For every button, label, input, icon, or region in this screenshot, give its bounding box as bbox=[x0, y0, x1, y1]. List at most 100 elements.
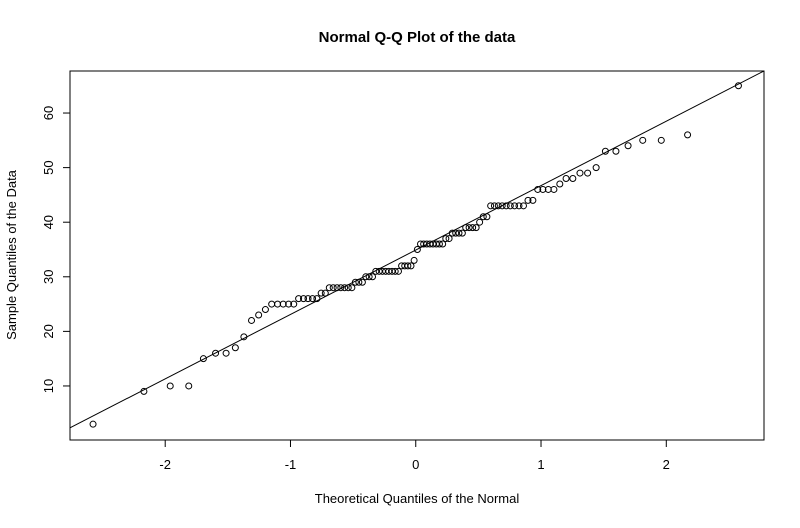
y-tick-label: 20 bbox=[41, 324, 56, 338]
x-tick-label: -1 bbox=[285, 457, 297, 472]
point bbox=[185, 382, 193, 390]
point bbox=[369, 273, 377, 281]
point bbox=[576, 169, 584, 177]
reference-line bbox=[70, 71, 764, 429]
x-tick-label: 1 bbox=[537, 457, 544, 472]
point bbox=[290, 300, 298, 308]
point bbox=[333, 284, 341, 292]
point bbox=[442, 235, 450, 243]
point bbox=[556, 180, 564, 188]
point bbox=[519, 202, 527, 210]
point bbox=[309, 295, 317, 303]
point bbox=[511, 202, 519, 210]
point bbox=[212, 349, 220, 357]
point bbox=[199, 355, 207, 363]
point bbox=[372, 267, 380, 275]
point bbox=[448, 229, 456, 237]
point bbox=[472, 224, 480, 232]
point bbox=[502, 202, 510, 210]
point bbox=[584, 169, 592, 177]
point bbox=[639, 136, 647, 144]
point bbox=[255, 311, 263, 319]
point bbox=[569, 175, 577, 183]
point bbox=[452, 229, 460, 237]
x-axis-label: Theoretical Quantiles of the Normal bbox=[315, 491, 520, 506]
point bbox=[325, 284, 333, 292]
point bbox=[494, 202, 502, 210]
point bbox=[365, 273, 373, 281]
point bbox=[657, 136, 665, 144]
point bbox=[295, 295, 303, 303]
point bbox=[624, 142, 632, 150]
point bbox=[329, 284, 337, 292]
point bbox=[341, 284, 349, 292]
point bbox=[534, 185, 542, 193]
point bbox=[439, 240, 447, 248]
point bbox=[435, 240, 443, 248]
y-tick-label: 10 bbox=[41, 379, 56, 393]
y-axis-label: Sample Quantiles of the Data bbox=[4, 169, 19, 340]
point bbox=[445, 235, 453, 243]
point bbox=[479, 213, 487, 221]
point bbox=[317, 289, 325, 297]
point bbox=[529, 196, 537, 204]
point bbox=[469, 224, 477, 232]
point bbox=[592, 164, 600, 172]
point bbox=[413, 245, 421, 253]
chart-title: Normal Q-Q Plot of the data bbox=[319, 29, 516, 46]
point bbox=[313, 295, 321, 303]
point bbox=[407, 262, 415, 270]
point bbox=[140, 387, 148, 395]
point bbox=[684, 131, 692, 139]
point bbox=[562, 175, 570, 183]
x-tick-label: 2 bbox=[663, 457, 670, 472]
y-tick-label: 50 bbox=[41, 160, 56, 174]
point bbox=[89, 420, 97, 428]
point bbox=[465, 224, 473, 232]
y-tick-label: 30 bbox=[41, 270, 56, 284]
point bbox=[539, 185, 547, 193]
y-tick-label: 40 bbox=[41, 215, 56, 229]
point bbox=[285, 300, 293, 308]
point bbox=[358, 278, 366, 286]
x-tick-label: -2 bbox=[159, 457, 171, 472]
point bbox=[391, 267, 399, 275]
point bbox=[304, 295, 312, 303]
point bbox=[455, 229, 463, 237]
point bbox=[355, 278, 363, 286]
point bbox=[458, 229, 466, 237]
point bbox=[268, 300, 276, 308]
point bbox=[601, 147, 609, 155]
point bbox=[348, 284, 356, 292]
point bbox=[166, 382, 174, 390]
point bbox=[612, 147, 620, 155]
point bbox=[300, 295, 308, 303]
point bbox=[487, 202, 495, 210]
point bbox=[394, 267, 402, 275]
point bbox=[362, 273, 370, 281]
point bbox=[524, 196, 532, 204]
point bbox=[231, 344, 239, 352]
point bbox=[483, 213, 491, 221]
point bbox=[490, 202, 498, 210]
point bbox=[279, 300, 287, 308]
point bbox=[515, 202, 523, 210]
point bbox=[550, 185, 558, 193]
plot-box bbox=[69, 70, 765, 441]
point bbox=[321, 289, 329, 297]
point bbox=[222, 349, 230, 357]
x-tick-label: 0 bbox=[412, 457, 419, 472]
point bbox=[462, 224, 470, 232]
y-tick-label: 60 bbox=[41, 106, 56, 120]
point bbox=[261, 306, 269, 314]
point bbox=[375, 267, 383, 275]
point bbox=[404, 262, 412, 270]
point bbox=[734, 82, 742, 90]
point bbox=[476, 218, 484, 226]
point bbox=[337, 284, 345, 292]
point bbox=[248, 316, 256, 324]
point bbox=[410, 256, 418, 264]
point bbox=[506, 202, 514, 210]
